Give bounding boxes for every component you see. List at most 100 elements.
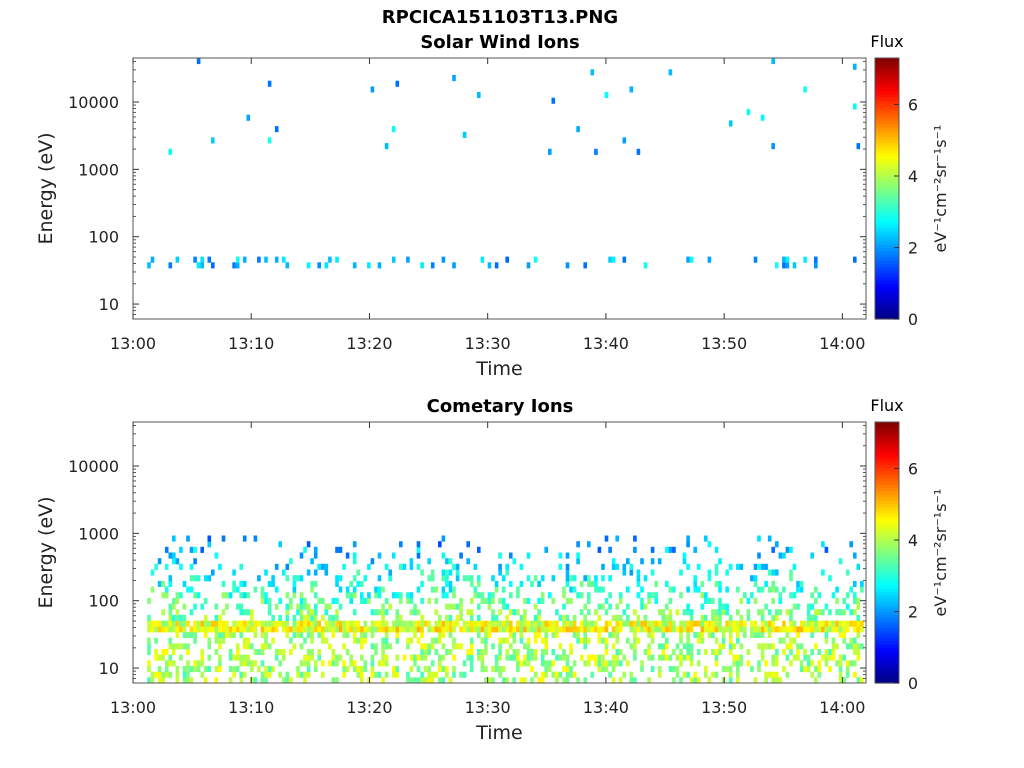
spectrogram-cell (643, 626, 648, 633)
spectrogram-cell (704, 614, 708, 621)
spectrogram-cell (232, 626, 236, 633)
spectrogram-cell (207, 256, 212, 263)
colorbar-step (875, 139, 899, 144)
spectrogram-cell (203, 614, 208, 621)
spectrogram-cell (395, 637, 400, 644)
colorbar-label: eV⁻¹cm⁻²sr⁻¹s⁻¹ (931, 125, 950, 253)
spectrogram-cell (675, 671, 680, 678)
spectrogram-cell (399, 620, 403, 627)
spectrogram-cell (501, 597, 506, 604)
spectrogram-cell (416, 637, 421, 644)
spectrogram-cell (367, 597, 371, 604)
spectrogram-cell (590, 580, 595, 587)
spectrogram-cell (409, 654, 414, 661)
spectrogram-cell (299, 643, 304, 650)
spectrogram-cell (587, 620, 591, 627)
spectrogram-cell (732, 626, 736, 633)
spectrogram-cell (782, 552, 786, 559)
spectrogram-cell (615, 649, 619, 656)
x-tick-label: 13:30 (465, 698, 511, 717)
spectrogram-cell (537, 597, 541, 604)
spectrogram-cell (427, 620, 431, 627)
spectrogram-cell (292, 631, 297, 638)
colorbar-step (875, 630, 899, 635)
spectrogram-cell (161, 649, 165, 656)
spectrogram-cell (416, 620, 421, 627)
spectrogram-cell (814, 614, 818, 621)
spectrogram-cell (441, 256, 446, 263)
spectrogram-cell (374, 671, 378, 678)
spectrogram-cell (200, 649, 204, 656)
spectrogram-cell (721, 631, 726, 638)
spectrogram-cell (360, 592, 364, 599)
spectrogram-cell (569, 575, 573, 582)
spectrogram-cell (448, 586, 453, 593)
spectrogram-cell (189, 677, 194, 684)
spectrogram-cell (313, 626, 318, 633)
spectrogram-cell (526, 262, 531, 269)
spectrogram-cell (849, 609, 853, 616)
spectrogram-cell (282, 677, 286, 684)
spectrogram-cell (445, 580, 449, 587)
colorbar-step (875, 110, 899, 115)
spectrogram-cell (796, 603, 800, 610)
spectrogram-cell (686, 671, 690, 678)
spectrogram-cell (771, 620, 775, 627)
spectrogram-cell (335, 620, 339, 627)
spectrogram-cell (728, 637, 733, 644)
spectrogram-cell (264, 620, 268, 627)
spectrogram-cell (306, 541, 311, 548)
colorbar-step (875, 536, 899, 541)
spectrogram-cell (633, 631, 637, 638)
spectrogram-cell (803, 626, 807, 633)
spectrogram-cell (718, 643, 722, 650)
spectrogram-cell (189, 563, 194, 570)
spectrogram-cell (342, 626, 346, 633)
spectrogram-cell (516, 620, 520, 627)
spectrogram-cell (505, 677, 509, 684)
colorbar-step (875, 513, 899, 518)
spectrogram-cell (452, 626, 456, 633)
spectrogram-cell (856, 677, 861, 684)
spectrogram-cell (193, 637, 197, 644)
spectrogram-cell (274, 626, 279, 633)
spectrogram-cell (161, 654, 165, 661)
spectrogram-cell (718, 609, 722, 616)
spectrogram-cell (746, 597, 751, 604)
spectrogram-cell (214, 620, 219, 627)
colorbar-step (875, 493, 899, 498)
spectrogram-cell (789, 569, 793, 576)
spectrogram-cell (739, 620, 744, 627)
spectrogram-cell (310, 626, 314, 633)
spectrogram-cell (583, 603, 587, 610)
spectrogram-cell (537, 677, 541, 684)
colorbar-step (875, 461, 899, 466)
spectrogram-cell (363, 597, 368, 604)
spectrogram-cell (193, 546, 197, 553)
spectrogram-cell (533, 671, 538, 678)
spectrogram-cell (835, 660, 839, 667)
spectrogram-cell (235, 586, 240, 593)
spectrogram-cell (321, 660, 325, 667)
spectrogram-cell (778, 677, 783, 684)
spectrogram-cell (242, 660, 247, 667)
spectrogram-cell (164, 563, 169, 570)
spectrogram-cell (264, 626, 268, 633)
spectrogram-cell (462, 131, 467, 138)
spectrogram-cell (168, 552, 173, 559)
spectrogram-cell (782, 586, 786, 593)
spectrogram-cell (516, 654, 520, 661)
spectrogram-cell (548, 660, 552, 667)
spectrogram-cell (622, 137, 627, 144)
spectrogram-cell (484, 597, 488, 604)
colorbar-step (875, 611, 899, 616)
axes-frame (132, 57, 867, 320)
spectrogram-cell (544, 546, 548, 553)
spectrogram-cell (335, 660, 339, 667)
spectrogram-cell (250, 620, 254, 627)
spectrogram-cell (473, 626, 478, 633)
spectrogram-cell (597, 586, 602, 593)
colorbar-step (875, 74, 899, 79)
